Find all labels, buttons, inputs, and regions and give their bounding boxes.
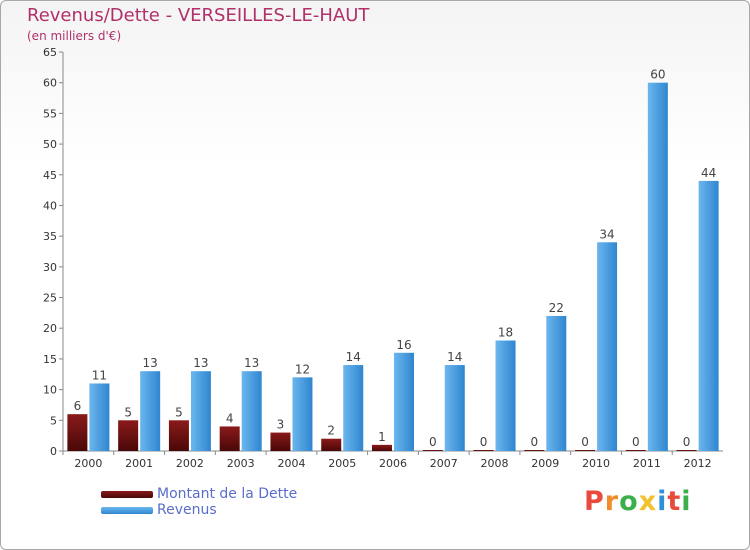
x-tick-label: 2000 [74, 457, 102, 470]
bar-dette-2002 [168, 420, 189, 451]
data-label-dette-2007: 0 [429, 435, 437, 449]
chart-data-labels: 6 11 5 13 5 13 4 13 3 12 2 14 1 16 0 14 0 18 0 22 0 34 0 60 0 44 [74, 68, 717, 449]
data-label-dette-2002: 5 [175, 405, 183, 419]
bar-dette-2012 [676, 450, 697, 451]
logo-letter: r [604, 486, 620, 517]
bar-dette-2009 [524, 450, 545, 451]
x-tick-label: 2009 [531, 457, 559, 470]
x-tick-label: 2007 [430, 457, 458, 470]
logo-letter: i [681, 486, 692, 517]
data-label-revenus-2003: 13 [244, 356, 259, 370]
chart-title: Revenus/Dette - VERSEILLES-LE-HAUT [27, 5, 370, 26]
data-label-revenus-2006: 16 [396, 338, 411, 352]
logo-letter: x [638, 486, 658, 517]
bar-dette-2000 [67, 414, 88, 451]
y-tick-label: 35 [43, 230, 57, 243]
data-label-dette-2000: 6 [74, 399, 82, 413]
x-tick-label: 2008 [481, 457, 509, 470]
y-tick-label: 65 [43, 46, 57, 59]
legend-label-revenus: Revenus [157, 502, 217, 518]
data-label-revenus-2000: 11 [92, 368, 107, 382]
chart-bars [67, 82, 719, 451]
x-tick-label: 2002 [176, 457, 204, 470]
y-tick-label: 40 [43, 199, 57, 212]
data-label-dette-2001: 5 [124, 405, 132, 419]
x-tick-label: 2011 [633, 457, 661, 470]
bar-dette-2007 [422, 450, 443, 451]
y-tick-label: 20 [43, 322, 57, 335]
legend-swatch-dette [101, 491, 153, 498]
legend-swatch-revenus [101, 507, 153, 514]
bar-dette-2005 [321, 438, 342, 451]
bar-revenus-2001 [140, 371, 161, 451]
logo-letter: P [584, 486, 605, 517]
data-label-dette-2010: 0 [581, 435, 589, 449]
y-tick-label: 10 [43, 384, 57, 397]
y-tick-label: 15 [43, 353, 57, 366]
x-tick-label: 2005 [328, 457, 356, 470]
bar-revenus-2003 [241, 371, 262, 451]
legend-label-dette: Montant de la Dette [157, 486, 298, 502]
data-label-dette-2011: 0 [632, 435, 640, 449]
bar-revenus-2005 [343, 365, 364, 451]
x-tick-label: 2006 [379, 457, 407, 470]
data-label-revenus-2004: 12 [295, 362, 310, 376]
x-tick-label: 2003 [227, 457, 255, 470]
data-label-dette-2008: 0 [480, 435, 488, 449]
data-label-dette-2003: 4 [226, 411, 234, 425]
data-label-revenus-2007: 14 [447, 350, 462, 364]
data-label-revenus-2011: 60 [650, 68, 665, 82]
logo-letter: o [619, 486, 639, 517]
y-tick-label: 25 [43, 292, 57, 305]
data-label-revenus-2009: 22 [549, 301, 564, 315]
bar-dette-2006 [372, 444, 392, 451]
data-label-dette-2005: 2 [327, 424, 335, 438]
y-tick-label: 45 [43, 169, 57, 182]
logo-letter: i [657, 486, 668, 517]
x-tick-label: 2010 [582, 457, 610, 470]
bar-dette-2001 [118, 420, 139, 451]
data-label-revenus-2001: 13 [143, 356, 158, 370]
y-tick-label: 0 [50, 445, 57, 458]
data-label-revenus-2010: 34 [599, 227, 614, 241]
logo-letter: t [667, 486, 682, 517]
bar-dette-2011 [625, 450, 646, 451]
chart-subtitle: (en milliers d'€) [27, 29, 122, 43]
data-label-revenus-2008: 18 [498, 326, 513, 340]
y-tick-label: 55 [43, 107, 57, 120]
x-tick-label: 2001 [125, 457, 153, 470]
y-tick-label: 60 [43, 77, 57, 90]
data-label-dette-2004: 3 [277, 418, 285, 432]
bar-revenus-2006 [394, 352, 414, 451]
y-tick-label: 5 [50, 414, 57, 427]
bar-revenus-2012 [698, 180, 719, 451]
data-label-dette-2012: 0 [683, 435, 691, 449]
data-label-dette-2006: 1 [378, 430, 386, 444]
data-label-revenus-2002: 13 [193, 356, 208, 370]
x-tick-label: 2004 [277, 457, 305, 470]
bar-revenus-2010 [597, 242, 618, 451]
data-label-revenus-2012: 44 [701, 166, 716, 180]
bar-revenus-2007 [444, 365, 465, 451]
bar-revenus-2011 [647, 82, 668, 451]
proxiti-logo: Proxiti [584, 486, 692, 517]
bar-dette-2004 [270, 432, 291, 451]
bar-revenus-2008 [495, 340, 516, 451]
bar-dette-2010 [575, 450, 596, 451]
bar-revenus-2004 [292, 377, 313, 451]
bar-revenus-2002 [190, 371, 211, 451]
bar-revenus-2009 [546, 315, 567, 451]
data-label-revenus-2005: 14 [346, 350, 361, 364]
data-label-dette-2009: 0 [530, 435, 538, 449]
bar-dette-2003 [219, 426, 240, 451]
x-tick-label: 2012 [684, 457, 712, 470]
y-tick-label: 50 [43, 138, 57, 151]
y-tick-label: 30 [43, 261, 57, 274]
bar-revenus-2000 [89, 383, 110, 451]
bar-dette-2008 [473, 450, 494, 451]
